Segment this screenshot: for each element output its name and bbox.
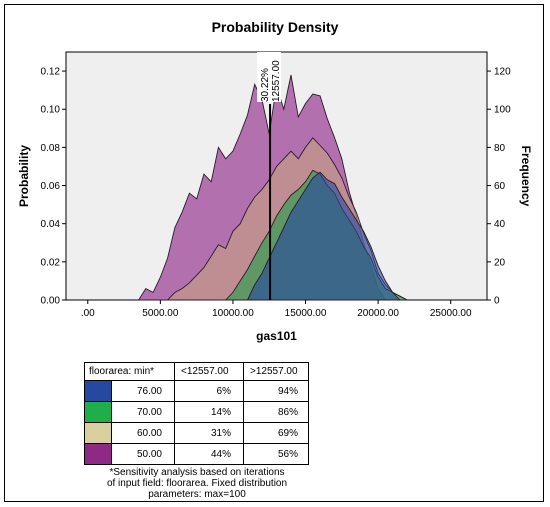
x-axis-title: gas101 <box>256 329 297 343</box>
legend-row-70: 70.00 14% 86% <box>84 401 309 423</box>
sensitivity-legend-table: floorarea: min* <12557.00 >12557.00 76.0… <box>84 362 309 465</box>
legend-swatch <box>84 401 112 423</box>
threshold-percent-label: 30.22% <box>260 68 271 102</box>
series-layer <box>137 74 408 301</box>
x-tick-label: 20000.00 <box>357 308 399 319</box>
legend-value: 50.00 <box>111 443 175 465</box>
legend-below-pct: 14% <box>174 401 244 423</box>
y2-tick-label: 0 <box>494 296 500 307</box>
y-tick-label: 0.10 <box>41 105 61 116</box>
x-tick-label: 10000.00 <box>212 308 254 319</box>
y2-tick-label: 120 <box>494 67 511 78</box>
legend-value: 70.00 <box>111 401 175 423</box>
y-axis-title: Probability <box>17 145 31 207</box>
y2-axis-title: Frequency <box>519 146 533 207</box>
legend-row-60: 60.00 31% 69% <box>84 422 309 444</box>
axes: .00 5000.00 10000.00 15000.00 20000.00 25000.… <box>41 67 512 319</box>
y-tick-label: 0.02 <box>41 257 61 268</box>
x-tick-label: 5000.00 <box>142 308 179 319</box>
y2-tick-label: 20 <box>494 257 506 268</box>
legend-header-above: >12557.00 <box>243 362 309 381</box>
legend-header-floorarea: floorarea: min* <box>84 362 175 381</box>
chart-frame <box>4 4 544 502</box>
legend-value: 60.00 <box>111 422 175 444</box>
legend-swatch <box>84 422 112 444</box>
y-tick-label: 0.08 <box>41 143 61 154</box>
y2-tick-label: 40 <box>494 219 506 230</box>
threshold-label-background <box>257 52 282 102</box>
legend-row-50: 50.00 44% 56% <box>84 443 309 465</box>
probability-density-chart: Probability Density 30.22% 12557.00 .00 5… <box>17 19 533 343</box>
chart-title: Probability Density <box>212 19 339 35</box>
legend-below-pct: 44% <box>174 443 244 465</box>
x-tick-label: .00 <box>81 308 95 319</box>
x-tick-label: 15000.00 <box>285 308 327 319</box>
y-tick-label: 0.00 <box>41 296 61 307</box>
legend-row-76: 76.00 6% 94% <box>84 380 309 402</box>
legend-above-pct: 94% <box>243 380 309 402</box>
legend-value: 76.00 <box>111 380 175 402</box>
legend-above-pct: 69% <box>243 422 309 444</box>
threshold-marker-labels: 30.22% 12557.00 <box>257 52 282 102</box>
legend-above-pct: 86% <box>243 401 309 423</box>
sensitivity-footnote: *Sensitivity analysis based on iteration… <box>106 467 288 500</box>
x-tick-label: 25000.00 <box>430 308 472 319</box>
threshold-value-label: 12557.00 <box>271 60 282 102</box>
y2-tick-label: 60 <box>494 181 506 192</box>
series-area-76-00[interactable] <box>246 171 401 301</box>
y-tick-label: 0.12 <box>41 67 61 78</box>
y-tick-label: 0.06 <box>41 181 61 192</box>
y2-tick-label: 80 <box>494 143 506 154</box>
y2-tick-label: 100 <box>494 105 511 116</box>
legend-above-pct: 56% <box>243 443 309 465</box>
legend-below-pct: 6% <box>174 380 244 402</box>
y-tick-label: 0.04 <box>41 219 61 230</box>
legend-header-below: <12557.00 <box>174 362 244 381</box>
legend-header-row: floorarea: min* <12557.00 >12557.00 <box>84 362 309 381</box>
legend-below-pct: 31% <box>174 422 244 444</box>
legend-swatch <box>84 443 112 465</box>
legend-swatch <box>84 380 112 402</box>
